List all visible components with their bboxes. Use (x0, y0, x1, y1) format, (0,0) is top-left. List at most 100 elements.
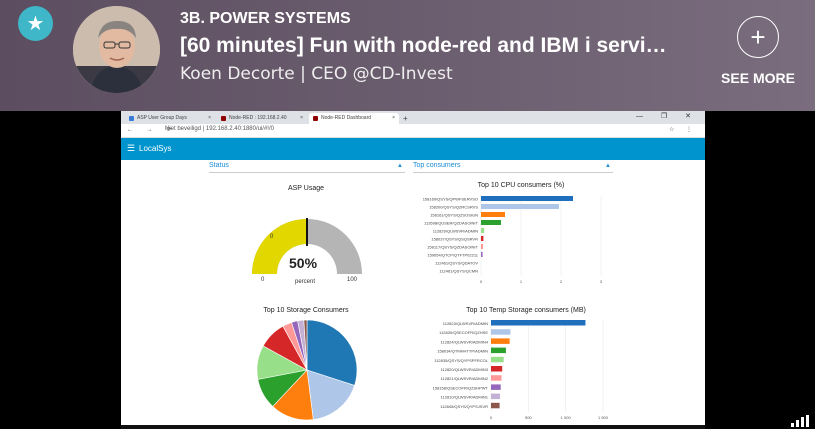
pie-slice[interactable] (306, 319, 358, 386)
category-label: 112824/QLWSVR/ADMIN4 (441, 339, 489, 344)
x-tick-label: 1 000 (561, 415, 572, 420)
temp-storage-chart-title: Top 10 Temp Storage consumers (MB) (466, 307, 586, 314)
category-label: 112461/QSYS/QCMN (439, 269, 478, 274)
gauge-value: 50% (289, 255, 318, 271)
x-tick-label: 0 (490, 415, 493, 420)
browser-tab-bar: ASP User Group Days × Node-RED : 192.168… (121, 111, 705, 124)
gauge-fill (252, 219, 307, 274)
category-label: 158034/QTMHHTTP/ADMIN (437, 349, 488, 354)
category-label: 158200/QSYS/QZRCSRVS (429, 205, 478, 210)
author-line: Koen Decorte | CEO @CD-Invest (180, 64, 453, 84)
close-icon[interactable]: × (392, 115, 395, 121)
bar[interactable] (491, 320, 586, 326)
dashboard-title: LocalSys (139, 144, 172, 153)
bar[interactable] (491, 356, 504, 363)
category-label: 158161/QSYS/QZSOSIGN (430, 213, 478, 218)
category-label: 158037/QSYS/QSQSRVR (431, 237, 478, 242)
category-label: 112461/QSYS/QDATOV (435, 261, 478, 266)
category-label: 159054/QTCP/QTFTP02211 (427, 253, 478, 258)
category-label: 112821/QLWSVR/ADMIN2 (441, 376, 489, 381)
url-field[interactable]: Niet beveiligd | 192.168.2.40:1880/ui/#!… (165, 126, 274, 132)
channel-name[interactable]: 3B. POWER SYSTEMS (180, 10, 351, 27)
category-label: 158117/QSYS/QZDASOINIT (427, 245, 478, 250)
tab-label: Node-RED Dashboard (321, 115, 372, 121)
browser-tab[interactable]: ASP User Group Days × (125, 113, 215, 124)
bar[interactable] (481, 228, 485, 233)
hamburger-menu-icon[interactable]: ☰ (127, 143, 136, 153)
gauge-min-label: 0 (261, 277, 265, 283)
category-label: 112830/QSECOFR/QZHSE (439, 330, 488, 335)
address-bar: ← → ⟳ Niet beveiligd | 192.168.2.40:1880… (121, 124, 705, 138)
see-more-button[interactable]: + SEE MORE (720, 16, 796, 86)
close-icon[interactable]: × (300, 115, 303, 121)
category-label: 112845/QSYS/QYPSJSVR (440, 404, 488, 409)
bar[interactable] (491, 393, 500, 400)
browser-actions-icon[interactable]: ☆ ⋮ (668, 127, 697, 133)
bar[interactable] (491, 375, 502, 381)
bar[interactable] (491, 402, 500, 409)
storage-pie-chart (256, 319, 358, 421)
bar[interactable] (481, 236, 484, 241)
close-icon[interactable]: × (208, 115, 211, 121)
category-label: 112810/QLWSVR/ADMIN1 (441, 395, 489, 400)
category-label: 158158/QSECOFR/QZSHPWT (433, 385, 489, 390)
category-label: 112820/QLWSVR/ADMIN3 (441, 367, 489, 372)
tab-label: ASP User Group Days (137, 115, 187, 121)
bar[interactable] (481, 212, 505, 217)
cpu-chart-title: Top 10 CPU consumers (%) (477, 182, 565, 189)
group-label: Status (209, 162, 229, 169)
window-controls[interactable]: — ❐ ✕ (635, 113, 699, 120)
star-icon[interactable]: ★ (18, 6, 53, 41)
new-tab-button[interactable]: + (403, 114, 408, 123)
asp-usage-gauge: 0 (252, 218, 362, 274)
tab-favicon-icon (129, 116, 134, 121)
plus-icon: + (737, 16, 779, 58)
x-tick-label: 500 (525, 415, 532, 420)
bar[interactable] (481, 220, 501, 225)
bar[interactable] (491, 329, 511, 335)
gauge-unit: percent (295, 279, 316, 285)
browser-tab-active[interactable]: Node-RED Dashboard × (309, 113, 399, 124)
video-header: ★ 3B. POWER SYSTEMS [60 minutes] Fun wit… (0, 0, 815, 111)
storage-pie-title: Top 10 Storage Consumers (263, 307, 349, 314)
pie-slice[interactable] (303, 319, 308, 371)
category-label: 112829/QLWSVR/ADMIN (433, 229, 478, 234)
cpu-bar-chart: 0 1 2 3 158160/QSYS/QPWFSERVSO 158200/QSYS/QZ… (423, 196, 603, 284)
tab-favicon-icon (313, 116, 318, 121)
dashboard-content: Status ▲ Top consumers ▲ ASP Usage 0 50%… (121, 160, 705, 425)
x-tick-label: 1 500 (598, 415, 609, 420)
shared-screen: ASP User Group Days × Node-RED : 192.168… (121, 111, 705, 425)
collapse-icon[interactable]: ▲ (605, 163, 611, 169)
category-label: 112698/QUSER/QZDASOINIT (424, 221, 479, 226)
x-tick-label: 1 (520, 279, 523, 284)
x-tick-label: 3 (600, 279, 603, 284)
see-more-label: SEE MORE (721, 70, 795, 86)
video-title[interactable]: [60 minutes] Fun with node-red and IBM i… (180, 34, 667, 57)
tab-favicon-icon (221, 116, 226, 121)
category-label: 158160/QSYS/QPWFSERVSO (423, 197, 478, 202)
signal-strength-icon (791, 415, 809, 427)
tab-label: Node-RED : 192.168.2.40 (229, 115, 287, 121)
bar[interactable] (491, 338, 510, 344)
asp-gauge-title: ASP Usage (287, 185, 325, 192)
avatar (73, 6, 160, 93)
category-label: 112823/QLWSVR/ADMIN (443, 321, 488, 326)
pie-slice[interactable] (306, 369, 355, 420)
bar[interactable] (491, 384, 501, 390)
bar[interactable] (481, 196, 573, 201)
bar[interactable] (481, 244, 483, 249)
temp-storage-bar-chart: 0 500 1 000 1 500 112823/QLWSVR/ADMIN 112830/… (433, 320, 609, 420)
video-bottom-strip (121, 425, 705, 429)
browser-tab[interactable]: Node-RED : 192.168.2.40 × (217, 113, 307, 124)
bar[interactable] (481, 252, 483, 257)
category-label: 112835/QSYS/QYPSPFRCOL (434, 358, 489, 363)
bar[interactable] (491, 347, 506, 354)
gauge-max-label: 100 (347, 277, 358, 283)
x-tick-label: 2 (560, 279, 563, 284)
collapse-icon[interactable]: ▲ (397, 163, 403, 169)
group-top-consumers-header[interactable]: Top consumers ▲ (413, 160, 613, 173)
nav-buttons[interactable]: ← → ⟳ (127, 127, 178, 133)
bar[interactable] (491, 366, 503, 372)
group-status-header[interactable]: Status ▲ (209, 160, 405, 173)
bar[interactable] (481, 204, 559, 209)
